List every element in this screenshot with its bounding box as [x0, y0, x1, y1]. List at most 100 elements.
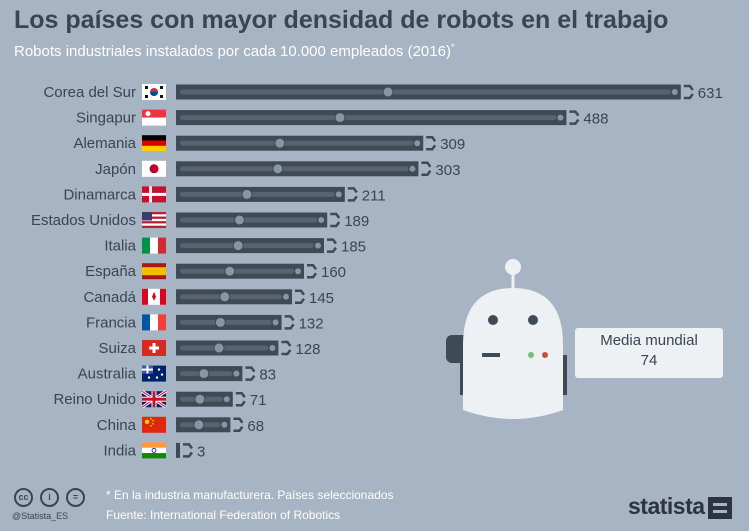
gripper-icon: [183, 443, 193, 458]
footnote: * En la industria manufacturera. Países …: [106, 488, 394, 502]
chart-subtitle: Robots industriales instalados por cada …: [14, 42, 454, 60]
bar-arm-segment: [180, 166, 409, 172]
bar-arm-segment: [180, 115, 557, 121]
category-label: Suiza: [98, 340, 136, 357]
bar-row: Dinamarca 211: [63, 186, 386, 204]
flag-in-icon: [142, 442, 166, 459]
flag-ch-icon: [142, 340, 166, 356]
bar-joint: [557, 114, 564, 121]
bar-joint: [221, 421, 228, 428]
flag-de-icon: [142, 135, 166, 152]
bar-row: Japón 303: [95, 160, 460, 179]
bar-joint: [283, 293, 289, 300]
bar-joint: [224, 265, 236, 277]
value-label: 309: [440, 136, 465, 153]
gripper-icon: [284, 315, 295, 330]
attribution-icon: i: [40, 488, 59, 507]
bar-joint: [414, 140, 421, 147]
flag-it-icon: [142, 237, 166, 254]
bar-arm-segment: [180, 140, 414, 146]
gripper-icon: [569, 110, 580, 125]
category-label: Italia: [104, 238, 136, 255]
robot-illustration-icon: [446, 259, 567, 419]
bar-joint: [269, 345, 276, 351]
bar-arm-segment: [180, 268, 294, 274]
bar-row: Canadá 145: [83, 288, 334, 307]
value-label: 68: [247, 418, 264, 435]
world-average-value: 74: [640, 352, 658, 369]
gripper-icon: [330, 212, 341, 228]
value-label: 631: [698, 85, 723, 102]
world-average-callout: Media mundial 74: [575, 328, 723, 378]
value-label: 132: [299, 315, 324, 332]
gripper-icon: [235, 391, 246, 407]
chart-title: Los países con mayor densidad de robots …: [14, 6, 669, 34]
bar-arm-segment: [180, 191, 335, 197]
category-label: Reino Unido: [53, 391, 136, 408]
no-derivatives-icon: =: [66, 488, 85, 507]
gripper-icon: [281, 340, 292, 356]
bar-row: Estados Unidos 189: [31, 212, 369, 230]
flag-ca-icon: [142, 288, 166, 305]
bar-row: Singapur 488: [76, 109, 608, 128]
bar-row: Francia 132: [86, 314, 324, 332]
flag-us-icon: [142, 212, 166, 228]
bar-joint: [214, 316, 226, 328]
category-label: España: [85, 263, 137, 280]
bar-joint: [382, 86, 394, 98]
value-label: 211: [362, 187, 386, 204]
bar-joint: [219, 291, 231, 303]
bar-joint: [233, 370, 240, 377]
flag-jp-icon: [142, 160, 166, 177]
gripper-icon: [307, 263, 317, 279]
category-label: Australia: [78, 366, 137, 383]
gripper-icon: [683, 84, 694, 100]
category-label: Canadá: [83, 289, 136, 306]
bar-arm-segment: [180, 217, 318, 223]
bar-joint: [193, 419, 205, 431]
bar-row: España 160: [85, 263, 346, 281]
bar-joint: [272, 319, 279, 326]
statista-logo: statista: [628, 493, 705, 519]
category-label: Singapur: [76, 110, 136, 127]
subtitle-mark: *: [450, 42, 455, 52]
value-label: 128: [295, 341, 320, 358]
bar-joint: [198, 368, 210, 380]
flag-es-icon: [142, 263, 166, 280]
bar-joint: [234, 214, 246, 226]
gripper-icon: [421, 161, 432, 177]
bar-joint: [194, 393, 206, 405]
bar-row: Reino Unido 71: [53, 389, 266, 409]
bar-joint: [335, 191, 342, 198]
flag-fr-icon: [142, 314, 166, 331]
social-handle: @Statista_ES: [12, 511, 69, 521]
bar-joint: [272, 163, 284, 175]
category-label: Japón: [95, 161, 136, 178]
source-note: Fuente: International Federation of Robo…: [106, 508, 341, 522]
bar-row: Alemania 309: [73, 135, 465, 153]
subtitle-text: Robots industriales instalados por cada …: [14, 43, 451, 60]
bar-joint: [295, 268, 301, 275]
category-label: Alemania: [73, 135, 136, 152]
gripper-icon: [295, 289, 305, 305]
bar-joint: [318, 217, 325, 223]
category-label: Estados Unidos: [31, 212, 136, 229]
flag-kr-icon: [142, 84, 166, 100]
gripper-icon: [245, 366, 256, 381]
bar-row: Australia 83: [78, 365, 276, 384]
value-label: 185: [341, 239, 366, 256]
bar-joint: [213, 342, 225, 354]
category-label: Dinamarca: [63, 186, 136, 203]
value-label: 83: [259, 367, 276, 384]
flag-au-icon: [142, 365, 166, 382]
value-label: 3: [197, 443, 205, 460]
value-label: 303: [435, 162, 460, 179]
flag-cn-icon: [142, 416, 166, 433]
bar-arm-segment: [180, 294, 282, 300]
category-label: China: [97, 417, 137, 434]
bar: [176, 442, 180, 458]
bar-joint: [274, 137, 286, 149]
flag-sg-icon: [142, 109, 166, 126]
bar-arm-segment: [180, 89, 671, 95]
